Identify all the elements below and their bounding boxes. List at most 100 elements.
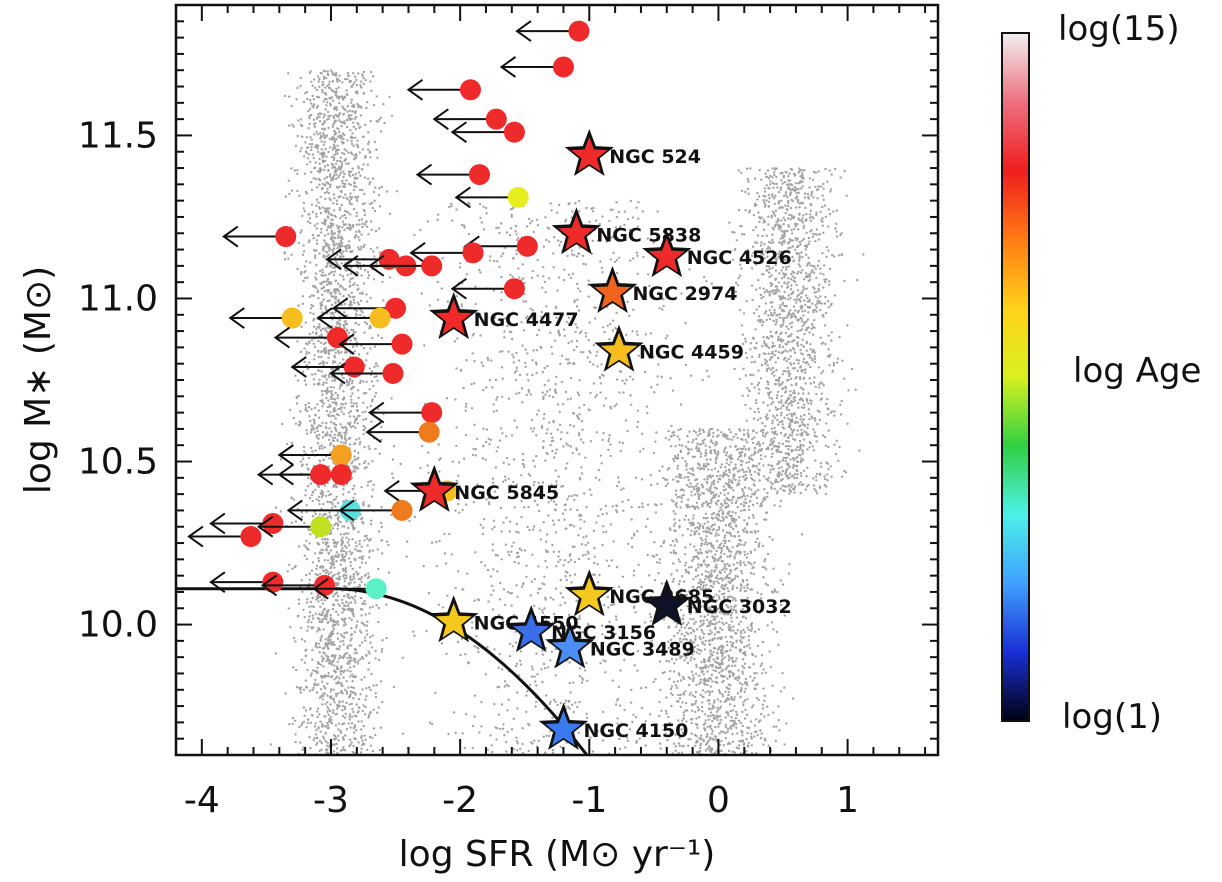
- background-point: [341, 553, 344, 556]
- background-point: [677, 428, 680, 432]
- background-point: [367, 572, 370, 575]
- background-point: [372, 384, 375, 388]
- background-point: [288, 192, 291, 196]
- background-point: [746, 698, 749, 701]
- background-point: [339, 633, 343, 636]
- background-point: [330, 663, 333, 666]
- background-point: [317, 424, 321, 427]
- background-point: [369, 119, 372, 123]
- background-point: [708, 527, 711, 531]
- background-point: [325, 330, 329, 334]
- background-point: [315, 286, 318, 290]
- background-point: [365, 293, 368, 296]
- background-point: [762, 497, 765, 501]
- background-point: [709, 575, 712, 578]
- background-point: [379, 130, 383, 133]
- background-point: [327, 232, 330, 236]
- background-point: [713, 570, 716, 573]
- background-point: [368, 652, 371, 655]
- background-point: [311, 648, 314, 652]
- background-point: [304, 141, 307, 144]
- background-point: [299, 460, 303, 463]
- background-point: [757, 698, 760, 702]
- background-point: [722, 675, 725, 679]
- background-point: [360, 655, 364, 659]
- background-point: [711, 663, 714, 666]
- background-point: [327, 272, 331, 276]
- background-point: [334, 401, 338, 404]
- background-point: [319, 639, 322, 642]
- background-point: [711, 680, 714, 683]
- background-point: [354, 595, 357, 598]
- background-point: [750, 732, 753, 735]
- background-point: [354, 541, 357, 544]
- background-point: [359, 379, 362, 382]
- background-point: [345, 631, 349, 634]
- background-point: [306, 598, 309, 601]
- background-point: [701, 623, 704, 626]
- background-point: [717, 526, 721, 529]
- background-point: [319, 329, 323, 332]
- background-point: [320, 495, 324, 499]
- background-point: [348, 654, 351, 657]
- background-point: [313, 431, 316, 434]
- background-point: [368, 388, 371, 391]
- background-point: [317, 355, 320, 359]
- background-point: [687, 744, 690, 747]
- background-point: [718, 671, 721, 674]
- background-point: [326, 658, 330, 661]
- background-point: [342, 324, 346, 328]
- background-point: [305, 601, 309, 604]
- background-point: [334, 301, 337, 304]
- background-point: [369, 404, 372, 408]
- background-point: [383, 121, 386, 125]
- background-point: [302, 100, 306, 104]
- background-point: [351, 608, 355, 611]
- background-point: [321, 311, 324, 314]
- background-point: [323, 239, 326, 242]
- background-point: [305, 557, 308, 561]
- background-point: [375, 684, 378, 687]
- background-point: [755, 443, 759, 446]
- background-point: [364, 78, 367, 82]
- background-point: [311, 233, 315, 237]
- background-point: [695, 628, 699, 631]
- background-point: [343, 122, 346, 125]
- background-point: [343, 326, 346, 330]
- background-point: [363, 331, 366, 334]
- background-point: [707, 542, 710, 545]
- background-point: [373, 365, 376, 368]
- background-point: [350, 398, 353, 401]
- background-point: [362, 163, 365, 166]
- background-point: [324, 147, 327, 151]
- background-point: [314, 642, 318, 645]
- background-point: [324, 245, 327, 248]
- background-point: [689, 631, 693, 635]
- background-point: [340, 163, 344, 166]
- background-point: [325, 388, 329, 392]
- background-point: [710, 499, 713, 503]
- background-point: [362, 428, 365, 432]
- background-point: [324, 687, 327, 690]
- background-point: [365, 322, 369, 325]
- background-point: [681, 534, 684, 537]
- background-point: [335, 742, 338, 746]
- background-point: [341, 601, 344, 605]
- background-point: [330, 303, 334, 307]
- background-point: [341, 286, 344, 289]
- background-point: [318, 120, 322, 123]
- background-point: [347, 411, 351, 414]
- background-point: [337, 516, 341, 519]
- background-point: [322, 381, 325, 384]
- background-point: [361, 742, 365, 745]
- background-point: [330, 688, 333, 691]
- background-point: [359, 85, 363, 89]
- background-point: [720, 739, 723, 743]
- background-point: [724, 723, 727, 726]
- background-point: [338, 577, 341, 580]
- background-point: [301, 302, 305, 305]
- background-point: [756, 733, 759, 737]
- background-point: [697, 497, 701, 501]
- background-point: [775, 630, 779, 634]
- background-point: [709, 619, 712, 623]
